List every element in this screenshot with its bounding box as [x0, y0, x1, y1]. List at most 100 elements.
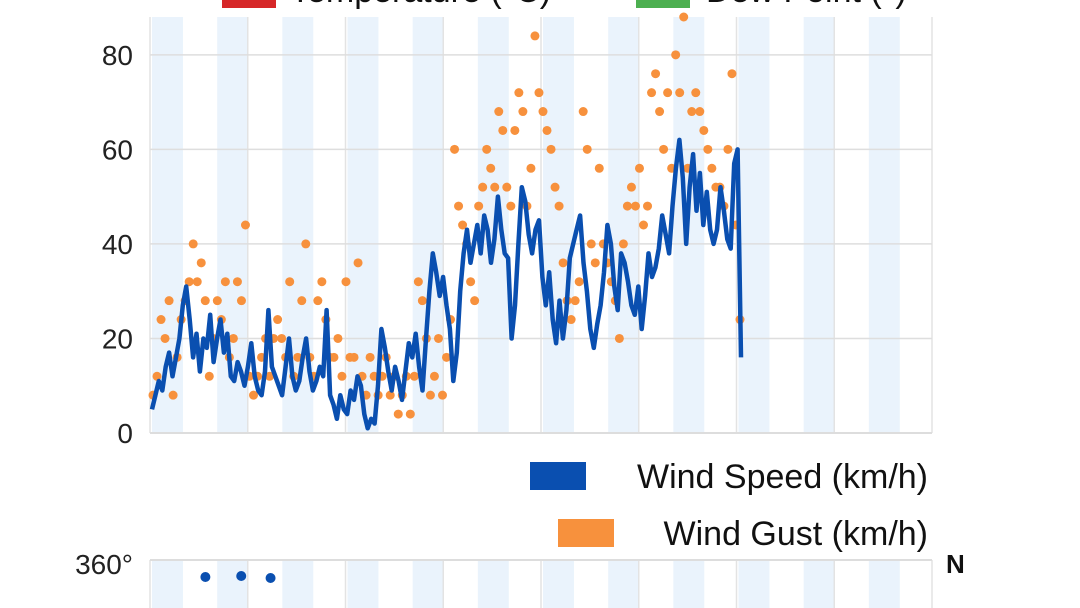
wind-gust-point — [530, 31, 540, 41]
wind-gust-point — [707, 163, 717, 173]
direction-period-band — [152, 560, 183, 608]
direction-period-band — [412, 560, 444, 608]
y-tick-label: 60 — [102, 134, 133, 165]
wind-gust-point — [301, 239, 311, 249]
wind-gust-point — [695, 107, 705, 117]
direction-period-band — [477, 560, 509, 608]
wind-gust-point — [349, 352, 359, 362]
wind-gust-point — [490, 182, 500, 192]
wind-gust-point — [413, 277, 423, 287]
direction-period-band — [803, 560, 835, 608]
wind-gust-point — [313, 296, 323, 306]
period-bands — [149, 17, 933, 433]
wind-gust-point — [470, 296, 480, 306]
wind-gust-point — [518, 107, 528, 117]
wind-speed-series — [149, 137, 744, 431]
wind-direction-point — [236, 571, 247, 581]
wind-gust-point — [168, 390, 178, 400]
wind-gust-point — [442, 352, 451, 362]
wind-gust-point — [546, 144, 556, 154]
wind-gust-point — [152, 371, 162, 381]
wind-gust-point — [542, 125, 552, 135]
period-band — [868, 17, 900, 433]
wind-gust-point — [574, 277, 584, 287]
wind-gust-point — [659, 144, 669, 154]
wind-gust-point — [614, 333, 624, 343]
period-band — [152, 17, 183, 433]
wind-gust-point — [506, 201, 516, 211]
wind-gust-point — [293, 352, 303, 362]
wind-gust-point — [249, 390, 259, 400]
dew-point-legend-swatch — [636, 0, 690, 8]
wind-gust-point — [232, 277, 242, 287]
wind-gust-point — [687, 107, 697, 117]
wind-gust-point — [204, 371, 214, 381]
wind-gust-point — [265, 371, 275, 381]
wind-gust-point — [200, 296, 210, 306]
wind-gust-point — [220, 277, 230, 287]
wind-gust-point — [566, 315, 576, 325]
wind-gust-point — [454, 201, 464, 211]
direction-period-band — [868, 560, 900, 608]
wind-gust-point — [458, 220, 468, 230]
y-axis-ticks: 0 20 40 60 80 — [102, 40, 133, 449]
wind-gust-point — [550, 182, 560, 192]
wind-gust-point — [425, 390, 435, 400]
wind-direction-point — [200, 572, 211, 582]
wind-gust-point — [618, 239, 628, 249]
wind-gust-point — [160, 333, 170, 343]
wind-gust-point — [647, 88, 657, 98]
wind-gust-legend-label: Wind Gust (km/h) — [664, 515, 928, 553]
wind-gust-point — [655, 107, 665, 117]
wind-speed-line — [149, 137, 744, 431]
bottom-legend: Wind Speed (km/h) Wind Gust (km/h) — [530, 458, 928, 553]
wind-gust-point — [675, 88, 685, 98]
direction-period-band — [543, 560, 574, 608]
period-band — [608, 17, 640, 433]
wind-gust-point — [333, 333, 343, 343]
wind-gust-point — [212, 296, 222, 306]
period-band — [412, 17, 444, 433]
wind-gust-point — [405, 409, 415, 419]
wind-gust-point — [474, 201, 484, 211]
period-band — [803, 17, 835, 433]
y-tick-label: 0 — [117, 418, 133, 449]
temperature-legend-swatch — [222, 0, 276, 8]
wind-gust-point — [285, 277, 295, 287]
wind-speed-legend-swatch — [530, 462, 586, 490]
wind-gust-point — [478, 182, 488, 192]
wind-gust-point — [482, 144, 492, 154]
wind-gust-point — [703, 144, 713, 154]
wind-gust-point — [273, 315, 283, 325]
wind-gust-point — [663, 88, 673, 98]
wind-gust-point — [437, 390, 447, 400]
wind-gust-point — [192, 277, 202, 287]
wind-gust-point — [277, 333, 287, 343]
y-tick-label: 40 — [102, 229, 133, 260]
wind-gust-point — [393, 409, 403, 419]
wind-gust-point — [184, 277, 194, 287]
wind-gust-point — [727, 69, 737, 79]
direction-period-band — [282, 560, 314, 608]
direction-period-bands — [149, 559, 933, 608]
y-tick-label: 80 — [102, 40, 133, 71]
wind-gust-point — [699, 125, 709, 135]
wind-gust-point — [622, 201, 632, 211]
wind-direction-series — [200, 571, 276, 583]
wind-gust-point — [586, 239, 596, 249]
direction-period-band — [673, 560, 705, 608]
wind-gust-point — [433, 333, 443, 343]
wind-gust-point — [353, 258, 363, 268]
wind-gust-point — [558, 258, 568, 268]
wind-gust-point — [365, 352, 375, 362]
wind-gust-point — [341, 277, 351, 287]
wind-gust-point — [502, 182, 512, 192]
wind-gust-point — [626, 182, 636, 192]
wind-direction-point — [265, 573, 276, 583]
wind-gust-point — [510, 125, 520, 135]
wind-gust-point — [651, 69, 661, 79]
wind-gust-point — [494, 107, 504, 117]
wind-gust-point — [429, 371, 439, 381]
wind-gust-point — [643, 201, 653, 211]
